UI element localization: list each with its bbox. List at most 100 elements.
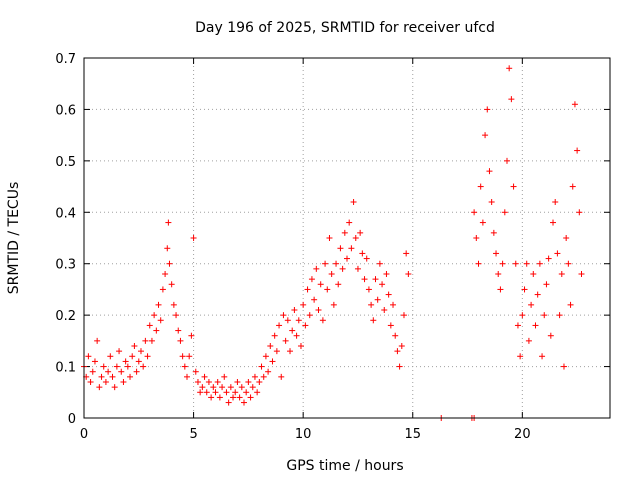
data-point xyxy=(247,394,254,401)
data-point xyxy=(324,286,331,293)
data-point xyxy=(493,250,500,257)
y-tick-label: 0.7 xyxy=(55,52,76,67)
data-point xyxy=(148,337,155,344)
data-point xyxy=(278,373,285,380)
data-point xyxy=(387,322,394,329)
data-point xyxy=(276,322,283,329)
data-point xyxy=(361,276,368,283)
data-point xyxy=(390,301,397,308)
x-axis-label: GPS time / hours xyxy=(286,458,403,474)
data-point xyxy=(181,363,188,370)
data-point xyxy=(306,312,313,319)
data-point xyxy=(289,327,296,334)
data-point xyxy=(273,348,280,355)
data-point xyxy=(107,353,114,360)
data-point xyxy=(335,281,342,288)
data-point xyxy=(116,348,123,355)
point-layer xyxy=(81,65,585,421)
data-point xyxy=(227,384,234,391)
data-point xyxy=(238,384,245,391)
data-point xyxy=(208,394,215,401)
data-point xyxy=(563,235,570,241)
data-point xyxy=(184,373,191,380)
data-point xyxy=(127,373,134,380)
data-point xyxy=(560,363,567,370)
data-point xyxy=(477,183,484,190)
data-point xyxy=(232,389,239,396)
data-point xyxy=(337,245,344,252)
data-point xyxy=(499,260,506,267)
data-point xyxy=(267,343,274,349)
data-point xyxy=(177,337,184,344)
data-point xyxy=(545,255,552,262)
data-point xyxy=(304,286,311,293)
data-point xyxy=(512,260,519,267)
data-point xyxy=(394,348,401,355)
x-tick-label: 10 xyxy=(295,427,312,442)
data-point xyxy=(495,271,502,277)
data-point xyxy=(339,265,346,272)
data-point xyxy=(109,373,116,380)
data-point xyxy=(96,384,103,391)
data-point xyxy=(271,332,278,339)
data-point xyxy=(552,199,559,205)
data-point xyxy=(350,199,357,205)
data-point xyxy=(405,271,412,277)
data-point xyxy=(365,286,372,293)
data-point xyxy=(159,286,166,293)
data-point xyxy=(471,209,478,216)
y-tick-label: 0.1 xyxy=(55,361,76,376)
data-point xyxy=(567,301,574,308)
data-point xyxy=(317,281,324,288)
data-point xyxy=(519,312,526,319)
data-point xyxy=(205,379,212,385)
data-point xyxy=(330,301,337,308)
data-point xyxy=(486,168,493,175)
data-point xyxy=(482,132,489,139)
data-point xyxy=(164,245,171,252)
data-point xyxy=(144,353,151,360)
data-point xyxy=(488,199,495,205)
data-point xyxy=(392,332,399,339)
data-point xyxy=(308,276,315,283)
data-point xyxy=(484,106,491,113)
data-point xyxy=(105,368,112,375)
data-point xyxy=(379,281,386,288)
data-point xyxy=(352,235,359,241)
data-point xyxy=(98,373,105,380)
data-point xyxy=(199,384,206,391)
data-point xyxy=(201,373,208,380)
data-point xyxy=(190,235,197,241)
data-point xyxy=(396,363,403,370)
data-point xyxy=(506,65,513,72)
data-point xyxy=(550,219,557,226)
data-point xyxy=(243,389,250,396)
x-tick-label: 0 xyxy=(80,427,88,442)
data-point xyxy=(532,322,539,329)
data-point xyxy=(534,291,541,298)
data-point xyxy=(341,229,348,236)
data-point xyxy=(300,301,307,308)
data-point xyxy=(157,317,164,324)
data-point xyxy=(517,353,524,360)
data-point xyxy=(313,265,320,272)
data-point xyxy=(170,301,177,308)
data-point xyxy=(216,394,223,401)
data-point xyxy=(370,317,377,324)
data-point xyxy=(295,317,302,324)
data-point xyxy=(302,322,309,329)
data-point xyxy=(100,363,107,370)
data-point xyxy=(210,384,217,391)
data-point xyxy=(536,260,543,267)
data-point xyxy=(376,260,383,267)
data-point xyxy=(175,327,182,334)
data-point xyxy=(565,260,572,267)
data-point xyxy=(122,358,129,365)
data-point xyxy=(87,379,94,385)
data-point xyxy=(192,368,199,375)
data-point xyxy=(578,271,585,277)
data-point xyxy=(541,312,548,319)
data-point xyxy=(490,229,497,236)
data-point xyxy=(260,373,267,380)
